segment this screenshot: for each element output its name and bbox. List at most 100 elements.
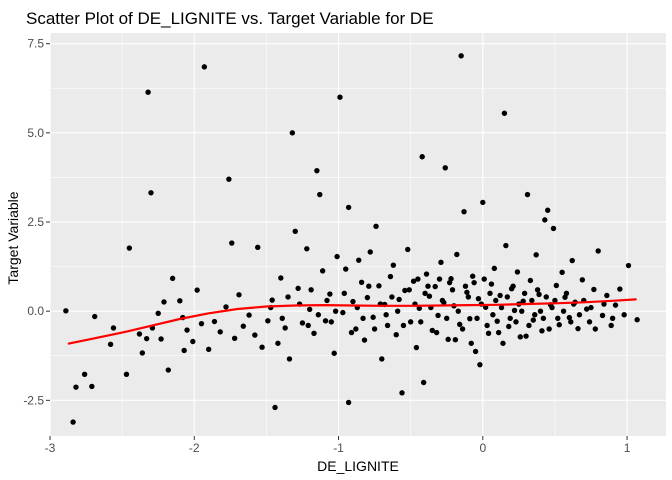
- data-point: [423, 271, 430, 277]
- data-point: [576, 312, 583, 318]
- data-point: [169, 275, 176, 282]
- data-point: [530, 317, 536, 323]
- data-point: [387, 273, 394, 280]
- data-point: [350, 298, 356, 305]
- data-point: [419, 154, 425, 160]
- data-point: [73, 384, 79, 390]
- data-point: [592, 326, 599, 332]
- data-point: [366, 283, 372, 289]
- data-point: [89, 383, 95, 390]
- data-point: [634, 317, 640, 323]
- data-point: [495, 329, 502, 336]
- data-point: [278, 275, 284, 281]
- x-tick-label: 0: [479, 441, 486, 455]
- data-point: [513, 319, 519, 325]
- data-point: [612, 302, 619, 308]
- data-point: [462, 283, 469, 289]
- data-point: [226, 176, 232, 182]
- data-point: [591, 286, 597, 293]
- data-point: [348, 329, 355, 336]
- data-point: [433, 329, 440, 336]
- data-point: [373, 223, 379, 229]
- data-point: [458, 53, 464, 59]
- data-point: [608, 322, 614, 329]
- data-point: [81, 371, 88, 378]
- data-point: [539, 328, 545, 334]
- data-point: [376, 283, 382, 289]
- data-point: [265, 318, 271, 324]
- data-point: [542, 217, 548, 223]
- x-axis-ticks: -3 -2 -1 0 1: [45, 436, 631, 455]
- data-point: [445, 336, 451, 343]
- data-point: [110, 325, 117, 331]
- data-point: [454, 251, 460, 258]
- data-point: [566, 314, 573, 321]
- data-point: [390, 262, 397, 268]
- data-point: [353, 326, 359, 332]
- data-point: [63, 308, 69, 314]
- data-point: [393, 332, 399, 338]
- data-point: [396, 296, 402, 303]
- data-point: [459, 326, 466, 332]
- data-point: [426, 293, 433, 299]
- data-point: [494, 318, 500, 324]
- data-point: [555, 315, 561, 322]
- data-point: [252, 332, 258, 338]
- data-point: [524, 191, 531, 198]
- data-point: [400, 322, 407, 329]
- data-point: [604, 292, 610, 299]
- data-point: [217, 329, 223, 335]
- data-point: [240, 323, 247, 329]
- data-point: [282, 325, 288, 331]
- data-point: [314, 167, 320, 174]
- data-point: [418, 319, 424, 325]
- data-point: [475, 295, 482, 302]
- data-point: [429, 327, 435, 334]
- data-point: [319, 268, 326, 274]
- data-point: [259, 344, 265, 350]
- data-point: [464, 289, 470, 295]
- data-point: [469, 273, 476, 279]
- data-point: [198, 320, 205, 327]
- data-point: [343, 266, 349, 272]
- data-point: [533, 252, 539, 258]
- data-point: [341, 290, 347, 297]
- y-axis-title: Target Variable: [5, 191, 21, 284]
- data-point: [158, 336, 164, 342]
- data-point: [415, 276, 421, 282]
- data-point: [136, 331, 143, 337]
- data-point: [471, 279, 477, 286]
- data-point: [442, 165, 448, 171]
- data-point: [360, 315, 366, 322]
- data-point: [184, 327, 190, 333]
- y-tick-label: 2.5: [27, 215, 44, 229]
- data-point: [583, 306, 590, 312]
- data-points: [63, 53, 640, 425]
- data-point: [487, 290, 493, 297]
- x-tick-label: -3: [45, 441, 56, 455]
- data-point: [231, 335, 238, 341]
- data-point: [165, 367, 171, 373]
- data-point: [123, 371, 130, 378]
- data-point: [455, 308, 461, 314]
- data-point: [481, 276, 487, 282]
- data-point: [559, 269, 565, 276]
- data-point: [236, 292, 242, 298]
- data-point: [497, 292, 503, 299]
- data-point: [543, 294, 549, 300]
- data-point: [337, 94, 343, 100]
- data-point: [517, 334, 523, 340]
- data-point: [269, 297, 275, 303]
- data-point: [491, 265, 498, 272]
- data-point: [556, 322, 562, 328]
- data-point: [345, 204, 352, 211]
- data-point: [370, 314, 376, 320]
- data-point: [550, 225, 557, 232]
- data-point: [331, 350, 337, 356]
- y-tick-label: -2.5: [23, 393, 44, 407]
- data-point: [529, 297, 535, 304]
- data-point: [537, 308, 544, 314]
- data-point: [609, 315, 616, 322]
- data-point: [223, 304, 229, 310]
- data-point: [92, 313, 98, 320]
